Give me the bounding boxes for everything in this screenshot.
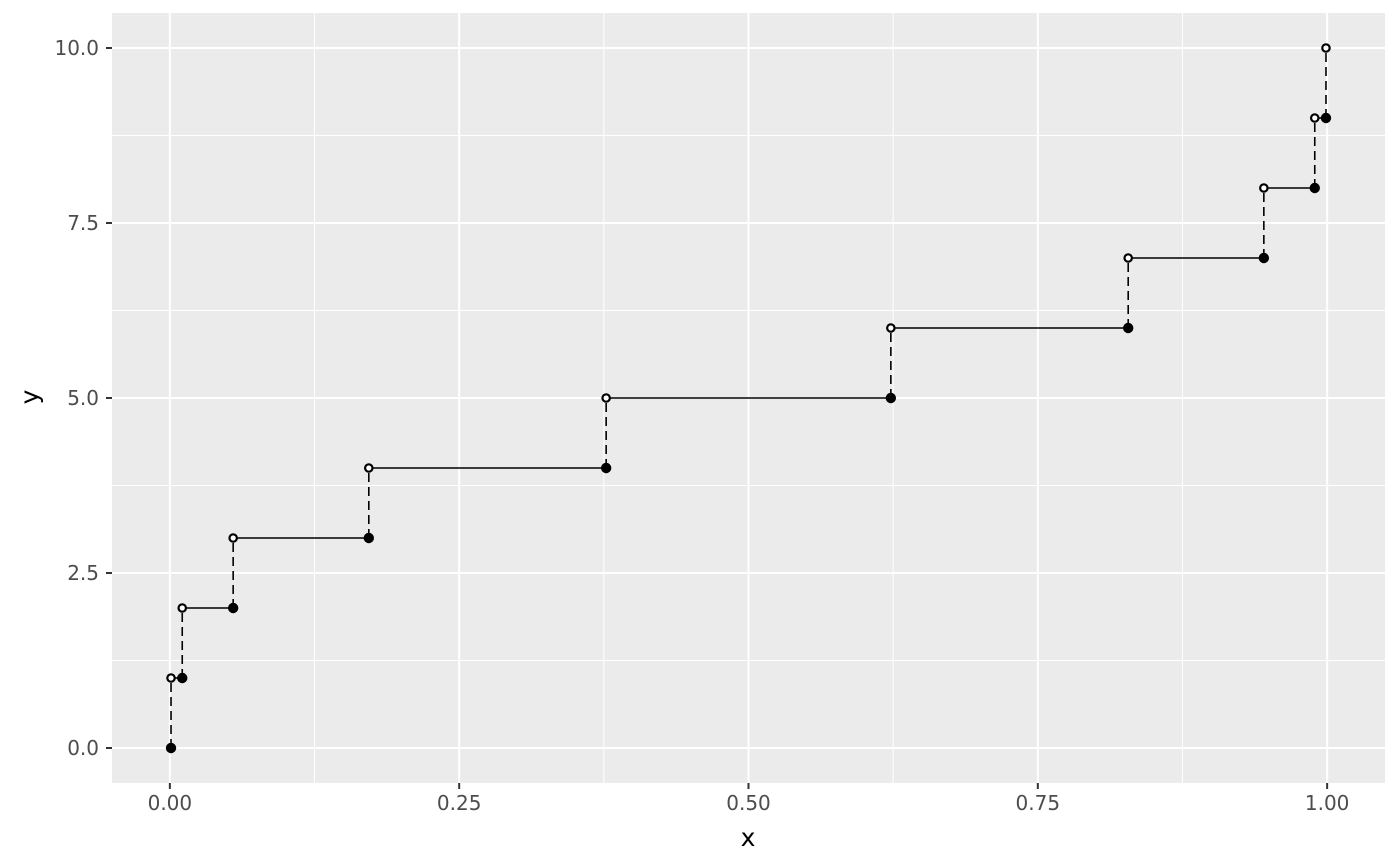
x-tick-label: 1.00 [1305,791,1350,815]
data-point-closed [1309,182,1320,194]
y-tick-label: 0.0 [67,736,99,760]
y-tick-label: 10.0 [54,36,99,60]
data-point-closed [600,462,612,474]
y-tick-label: 7.5 [67,211,99,235]
data-point-closed [1258,252,1270,264]
data-point-open [363,463,374,473]
data-point-open [1309,113,1320,123]
data-point-open [1123,253,1134,263]
y-axis-title: y [15,389,44,404]
data-point-closed [1320,112,1332,124]
data-point-open [166,673,176,683]
x-tick-label: 0.00 [148,791,193,815]
data-point-closed [885,392,897,404]
step-function-series [165,43,1332,754]
y-tick-label: 5.0 [67,386,99,410]
axis-tick-labels: 0.00 0.25 0.50 0.75 1.00 0.0 2.5 5.0 7.5 10.0 [54,36,1349,815]
data-point-open [1259,183,1269,193]
data-point-open [886,323,896,333]
data-point-closed [177,672,188,684]
x-tick-label: 0.50 [726,791,771,815]
data-point-open [228,533,238,543]
data-point-closed [227,602,239,614]
x-tick-label: 0.75 [1016,791,1061,815]
data-point-open [1321,43,1331,53]
data-point-open [177,603,188,613]
data-point-closed [363,532,374,544]
data-point-open [601,393,611,403]
data-point-closed [165,742,177,754]
x-tick-label: 0.25 [437,791,482,815]
y-tick-label: 2.5 [67,561,99,585]
data-point-closed [1123,322,1134,334]
axis-tick-marks [106,47,1329,789]
x-axis-title: x [741,823,756,852]
